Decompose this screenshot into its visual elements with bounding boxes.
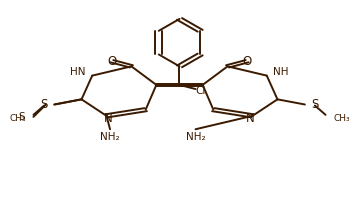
Text: CH₃: CH₃ bbox=[9, 115, 26, 124]
Text: NH: NH bbox=[273, 66, 289, 76]
Text: O: O bbox=[107, 55, 116, 68]
Text: NH₂: NH₂ bbox=[100, 133, 120, 143]
Text: O: O bbox=[243, 55, 252, 68]
Text: S: S bbox=[311, 98, 319, 111]
Text: HN: HN bbox=[70, 66, 86, 76]
Text: NH₂: NH₂ bbox=[186, 133, 205, 143]
Text: S: S bbox=[18, 112, 24, 122]
Text: Cl: Cl bbox=[196, 86, 206, 96]
Text: N: N bbox=[104, 112, 113, 125]
Text: S: S bbox=[40, 98, 48, 111]
Text: CH₃: CH₃ bbox=[333, 115, 350, 124]
Text: N: N bbox=[246, 112, 255, 125]
